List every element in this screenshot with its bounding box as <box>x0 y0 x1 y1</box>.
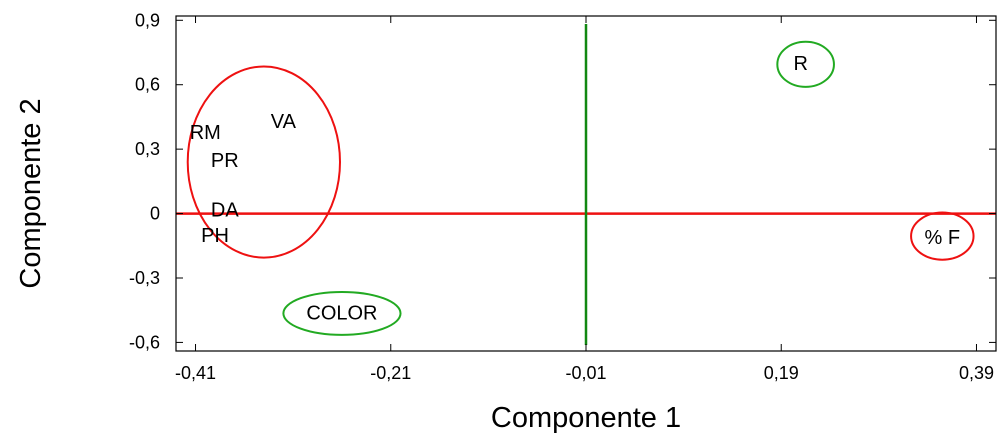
point-labels-layer: RM VA PR DA PH COLOR R % F <box>190 53 960 324</box>
x-tick-label: 0,39 <box>959 363 994 383</box>
y-tick-label: 0,9 <box>135 10 160 30</box>
y-tick-label: 0,6 <box>135 75 160 95</box>
group-ellipse-0 <box>186 65 342 259</box>
ellipses-layer <box>186 40 975 336</box>
y-tick-label: 0 <box>150 204 160 224</box>
point-label: PH <box>201 225 229 247</box>
y-axis-title: Componente 2 <box>15 98 47 288</box>
x-axis-ticks: -0,41 -0,21 -0,01 0,19 0,39 <box>175 16 994 383</box>
y-tick-label: -0,6 <box>129 332 160 352</box>
point-label: COLOR <box>306 302 377 324</box>
group-ellipse-1 <box>282 290 402 336</box>
y-tick-label: -0,3 <box>129 268 160 288</box>
y-axis-ticks: 0,9 0,6 0,3 0 -0,3 -0,6 <box>129 10 996 352</box>
point-label: PR <box>211 150 239 172</box>
y-tick-label: 0,3 <box>135 139 160 159</box>
x-tick-label: -0,21 <box>370 363 411 383</box>
point-label: % F <box>925 227 961 249</box>
x-tick-label: -0,41 <box>175 363 216 383</box>
point-label: VA <box>271 111 297 133</box>
x-axis-title: Componente 1 <box>491 402 681 434</box>
reference-lines-layer <box>176 24 996 345</box>
group-ellipse-2 <box>776 40 835 88</box>
x-tick-label: 0,19 <box>764 363 799 383</box>
point-label: RM <box>190 122 221 144</box>
x-tick-label: -0,01 <box>565 363 606 383</box>
point-label: DA <box>211 199 239 221</box>
point-label: R <box>794 53 808 75</box>
